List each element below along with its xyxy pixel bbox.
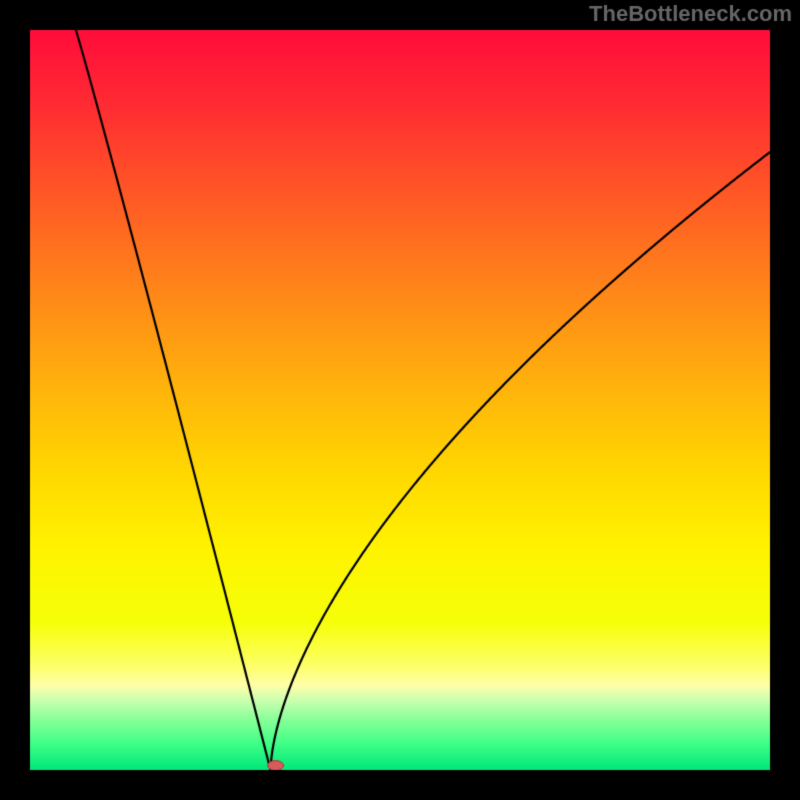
chart-container	[0, 0, 800, 800]
bottleneck-chart	[0, 0, 800, 800]
